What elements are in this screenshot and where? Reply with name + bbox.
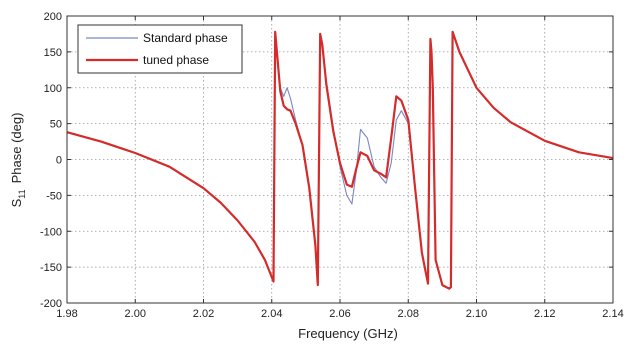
- y-tick-label: 200: [44, 11, 62, 23]
- legend-label-standard-phase: Standard phase: [143, 31, 228, 45]
- y-axis-label-rest: Phase (deg): [9, 113, 24, 184]
- legend-box: [77, 24, 243, 74]
- series-group: [66, 30, 614, 290]
- x-tick-label: 2.00: [125, 308, 146, 320]
- x-tick-label: 2.10: [466, 308, 487, 320]
- y-tick-label: 0: [56, 155, 62, 167]
- x-tick-label: 2.14: [602, 308, 623, 320]
- legend: Standard phase tuned phase: [77, 24, 243, 74]
- x-tick-label: 2.06: [329, 308, 350, 320]
- y-tick-label: -50: [46, 190, 62, 202]
- y-tick-label: 50: [50, 119, 62, 131]
- legend-label-tuned-phase: tuned phase: [143, 53, 209, 67]
- x-tick-label: 2.02: [193, 308, 214, 320]
- y-axis-label-subscript: 11: [17, 189, 27, 198]
- y-axis-label: S11 Phase (deg): [9, 113, 27, 208]
- y-tick-label: 100: [44, 83, 62, 95]
- x-tick-label: 1.98: [56, 308, 77, 320]
- x-tick-label: 2.12: [534, 308, 555, 320]
- series-line-tuned-phase: [66, 30, 614, 290]
- y-tick-label: -100: [40, 226, 62, 238]
- y-tick-label: -150: [40, 262, 62, 274]
- x-tick-label: 2.08: [398, 308, 419, 320]
- ticks: 1.98 2.00 2.02 2.04 2.06 2.08 2.10 2.12 2.14 -200…: [40, 11, 624, 320]
- y-tick-label: -200: [40, 298, 62, 310]
- x-tick-label: 2.04: [261, 308, 282, 320]
- y-axis-label-s: S: [9, 198, 24, 207]
- svg-text:S11Phase (deg): S11 Phase (deg): [9, 113, 27, 208]
- y-tick-label: 150: [44, 47, 62, 59]
- x-axis-label: Frequency (GHz): [298, 326, 398, 341]
